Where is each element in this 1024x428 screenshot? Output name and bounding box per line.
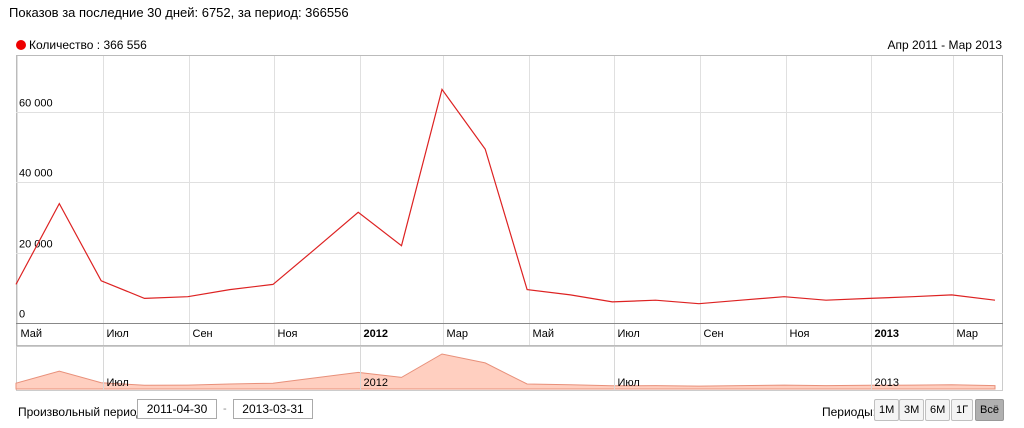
y-tick-label: 0: [19, 309, 25, 321]
period-button-3m[interactable]: 3М: [899, 399, 925, 421]
series-line: [15, 88, 996, 305]
x-tick-label: Май: [21, 328, 43, 340]
x-tick-label: 2012: [364, 328, 388, 340]
navigator-area: [15, 353, 996, 390]
x-tick-label: Май: [533, 328, 555, 340]
navigator-tick-label: Июл: [618, 377, 640, 389]
x-axis-ticks: Май Июл Сен Ноя 2012 Мар Май Июл Сен Ноя 2013 Мар: [21, 328, 979, 340]
date-to-input[interactable]: [233, 399, 313, 419]
x-tick-label: Ноя: [278, 328, 298, 340]
x-tick-label: Сен: [193, 328, 213, 340]
range-label: Апр 2011 - Мар 2013: [887, 38, 1003, 52]
y-tick-label: 40 000: [19, 168, 53, 180]
x-tick-label: Мар: [447, 328, 469, 340]
x-tick-label: Июл: [107, 328, 129, 340]
x-tick-label: Июл: [618, 328, 640, 340]
controls-bar: Произвольный период: - Периоды: 1М 3М 6М…: [0, 398, 1024, 428]
date-separator: -: [223, 403, 227, 415]
y-axis-ticks: 0 20 000 40 000 60 000: [19, 98, 53, 321]
legend-label: Количество : 366 556: [29, 38, 147, 52]
navigator-tick-label: 2013: [875, 377, 899, 389]
periods-label: Периоды:: [822, 405, 877, 419]
plot-area-border: [16, 55, 1003, 346]
period-button-1m[interactable]: 1М: [874, 399, 900, 421]
navigator-tick-label: Июл: [107, 377, 129, 389]
navigator-border[interactable]: [16, 346, 1003, 391]
y-tick-label: 20 000: [19, 239, 53, 251]
x-tick-label: 2013: [875, 328, 899, 340]
period-button-1y[interactable]: 1Г: [951, 399, 974, 421]
period-button-all[interactable]: Всё: [975, 399, 1004, 421]
x-tick-label: Сен: [704, 328, 724, 340]
legend-dot-icon: [16, 40, 26, 50]
navigator-tick-label: 2012: [364, 377, 388, 389]
x-tick-label: Мар: [957, 328, 979, 340]
navigator-ticks: Июл 2012 Июл 2013: [103, 347, 899, 390]
page-headline: Показов за последние 30 дней: 6752, за п…: [9, 5, 349, 20]
custom-period-label: Произвольный период:: [18, 405, 147, 419]
x-tick-label: Ноя: [790, 328, 810, 340]
legend[interactable]: Количество : 366 556: [16, 38, 147, 52]
grid-lines: [16, 56, 1003, 345]
date-from-input[interactable]: [137, 399, 217, 419]
period-button-6m[interactable]: 6М: [925, 399, 951, 421]
y-tick-label: 60 000: [19, 98, 53, 110]
